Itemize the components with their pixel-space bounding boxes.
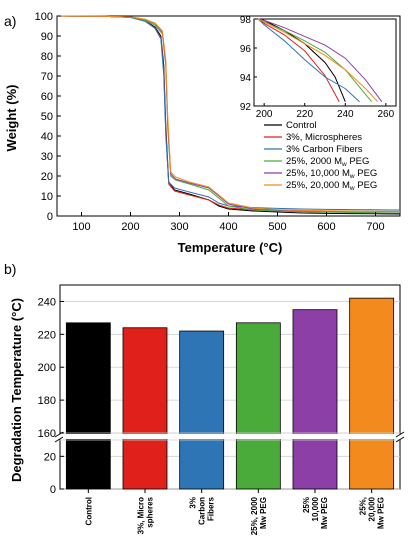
y-tick-label: 100 [35,11,53,23]
panel-b-bar-chart: b) 160 180 200 220 240 0 20 Control 3%, Micro sp… [4,261,406,535]
y-tick-label: 50 [41,111,53,123]
y-tick-label: 0 [47,211,53,223]
y-tick-label: 60 [41,91,53,103]
y-tick-label: 90 [41,31,53,43]
category-label: 10,000 [311,496,320,521]
y-tick-label: 0 [50,484,56,496]
axis-break-gap [54,434,406,439]
inset-series-line-4 [257,18,383,102]
panel-b-label: b) [4,261,16,277]
category-label: 25%, 2000 [250,496,259,535]
bar-2 [179,330,225,490]
y-tick-label: 240 [38,296,56,308]
inset-y-tick-label: 96 [240,44,252,55]
category-label: 25%, [359,497,368,515]
legend-label-5: 25%, 20,000 Mw PEG [286,180,377,192]
panel-b-y-axis-label: Degradation Temperature (°C) [9,298,24,482]
category-label: 3%, Micro [137,497,146,534]
category-label: 3% [189,497,198,509]
panel-a-label: a) [4,13,16,29]
panel-b-plot-area [59,284,401,490]
inset-series-line-1 [257,18,340,102]
x-tick-label: 500 [268,221,286,233]
category-label: 20,000 [368,496,377,521]
x-tick-label: 700 [366,221,384,233]
panel-a-inset: 200 220 240 260 92 94 96 98 [240,15,397,120]
inset-series-line-5 [257,18,379,103]
y-tick-label: 180 [38,395,56,407]
legend-label-2: 3% Carbon Fibers [286,144,363,155]
category-label: Fibers [207,496,216,521]
inset-x-tick-label: 220 [296,109,313,120]
inset-y-tick-label: 98 [240,15,252,26]
inset-x-tick-label: 260 [378,109,395,120]
category-label: 25% [302,497,311,513]
x-tick-label: 200 [121,221,139,233]
y-tick-label: 40 [41,131,53,143]
legend-label-4: 25%, 10,000 Mw PEG [286,168,377,180]
bar-3 [235,322,281,490]
series-line-3 [56,15,401,214]
y-tick-label: 200 [38,362,56,374]
y-tick-label: 80 [41,51,53,63]
category-label: Carbon [198,497,207,525]
y-tick-label: 20 [44,451,56,463]
axis-break-mark-right [395,431,405,443]
category-label: Mw PEG [377,497,386,529]
inset-x-tick-label: 200 [256,109,273,120]
bar-4 [292,309,338,490]
x-tick-label: 300 [170,221,188,233]
legend-label-1: 3%, Microspheres [286,132,362,143]
x-tick-label: 600 [317,221,335,233]
inset-y-tick-label: 92 [240,102,252,113]
bar-5 [349,297,395,490]
category-label: Mw PEG [259,497,268,529]
inset-x-tick-label: 240 [337,109,354,120]
series-line-2 [56,15,401,211]
x-tick-label: 100 [72,221,90,233]
panel-a-y-axis-label: Weight (%) [4,85,19,152]
legend-label-3: 25%, 2000 Mw PEG [286,156,369,168]
bar-0 [65,322,111,490]
y-tick-label: 160 [38,428,56,440]
category-label: Control [84,497,93,525]
panel-a-x-axis-label: Temperature (°C) [178,240,283,255]
y-tick-label: 10 [41,191,53,203]
series-line-5 [56,15,401,212]
y-tick-label: 70 [41,71,53,83]
category-label: spheres [146,496,155,527]
y-tick-label: 30 [41,151,53,163]
inset-y-tick-label: 94 [240,73,252,84]
legend-label-0: Control [286,120,317,131]
y-tick-label: 20 [41,171,53,183]
panel-a-tga-chart: a) 100 200 300 400 500 600 700 0 10 20 30 40 50 60 70… [4,11,401,255]
x-tick-label: 400 [219,221,237,233]
bar-1 [122,327,168,490]
y-tick-label: 220 [38,329,56,341]
inset-series-line-2 [257,18,360,103]
category-label: Mw PEG [320,497,329,529]
